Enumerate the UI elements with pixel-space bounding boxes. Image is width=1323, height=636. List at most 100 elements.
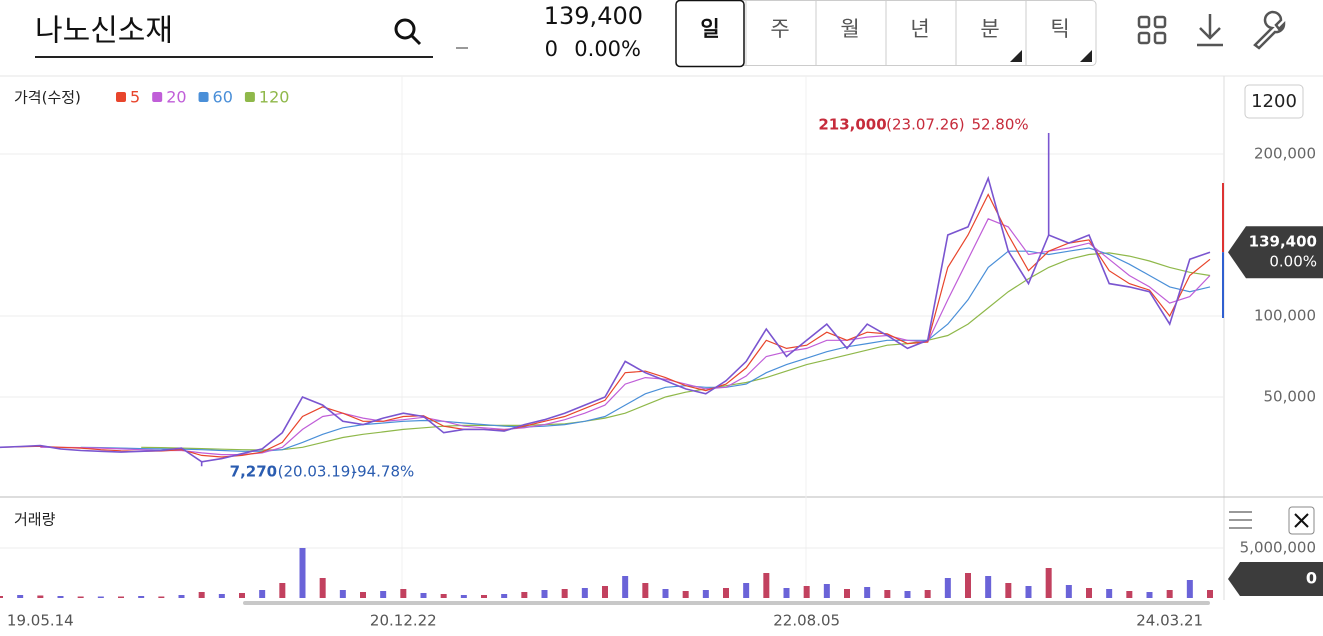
settings-icon[interactable]	[1253, 10, 1286, 50]
period-tab[interactable]: 월	[840, 17, 859, 41]
volume-bar	[1086, 588, 1092, 598]
volume-bar	[501, 594, 508, 598]
change-pct: 0.00%	[574, 37, 641, 61]
volume-bar	[844, 589, 850, 598]
legend-entry: 5	[130, 88, 140, 107]
legend-swatch	[244, 92, 255, 102]
range-button[interactable]	[1244, 84, 1304, 119]
volume-bar	[279, 583, 286, 598]
legend-swatch	[198, 92, 209, 102]
ma-line	[0, 193, 1211, 458]
period-tab[interactable]: 분	[980, 17, 999, 41]
price-tag-value: 139,400	[1249, 233, 1317, 251]
volume-bar	[239, 593, 245, 598]
current-price: 139,400	[544, 2, 643, 30]
volume-bar	[1025, 586, 1032, 598]
volume-tag	[1228, 562, 1323, 596]
volume-bar	[1005, 583, 1012, 598]
volume-bar	[944, 578, 951, 598]
max-date: (23.07.26)	[886, 116, 965, 134]
legend-entry: 60	[213, 88, 233, 107]
y-tick-label: 200,000	[1254, 145, 1316, 163]
volume-bar	[561, 589, 568, 598]
min-label: 7,270	[230, 463, 277, 481]
tab-corner	[1010, 50, 1022, 62]
search-icon[interactable]	[394, 18, 422, 46]
volume-bar	[460, 595, 467, 598]
volume-bar	[77, 596, 84, 598]
range-button-label[interactable]: 1200	[1251, 91, 1297, 112]
volume-bar	[339, 590, 346, 598]
volume-bar	[218, 594, 225, 598]
volume-bar	[1065, 585, 1072, 598]
volume-bar	[602, 586, 608, 598]
x-tick-label: 19.05.14	[7, 612, 74, 630]
grid-icon[interactable]	[1137, 15, 1167, 45]
volume-bar	[420, 593, 427, 598]
period-tab[interactable]: 틱	[1050, 17, 1069, 41]
ma-line	[141, 252, 1211, 451]
period-tab[interactable]: 일	[700, 17, 719, 41]
volume-bar	[400, 589, 407, 598]
download-icon[interactable]	[1197, 14, 1223, 47]
x-tick-label: 20.12.22	[370, 612, 437, 630]
x-tick-label: 22.08.05	[773, 612, 840, 630]
price-tag-pct: 0.00%	[1269, 253, 1317, 271]
volume-bar	[884, 590, 891, 598]
volume-bar	[0, 596, 3, 598]
min-date: (20.03.19)	[278, 463, 357, 481]
volume-bar	[57, 596, 64, 598]
volume-bar	[360, 592, 366, 598]
volume-bar	[541, 590, 548, 598]
volume-bar	[723, 588, 729, 598]
volume-bar	[319, 578, 326, 598]
max-label: 213,000	[818, 116, 886, 134]
volume-tag-value: 0	[1306, 569, 1317, 588]
volume-bar	[702, 590, 709, 598]
volume-bar	[440, 594, 447, 598]
volume-bar	[37, 595, 44, 598]
volume-bar	[622, 576, 629, 598]
close-icon[interactable]	[1294, 513, 1309, 528]
volume-bar	[783, 588, 790, 598]
volume-bar	[198, 592, 205, 598]
scrollbar[interactable]	[243, 601, 1210, 605]
volume-bar	[743, 583, 750, 598]
volume-bar	[904, 591, 911, 598]
y-tick-label: 5,000,000	[1240, 539, 1316, 557]
menu-icon[interactable]	[1229, 511, 1252, 529]
volume-bar	[1126, 591, 1133, 598]
price-label: 가격(수정)	[14, 89, 81, 107]
volume-bar	[662, 589, 669, 598]
volume-bar	[118, 596, 124, 598]
volume-bar	[1045, 568, 1052, 598]
max-pct: 52.80%	[971, 116, 1028, 134]
price-line	[0, 175, 1211, 463]
volume-bar	[823, 584, 830, 598]
tab-corner	[1080, 50, 1092, 62]
volume-bar	[864, 587, 871, 598]
volume-bar	[97, 596, 104, 598]
volume-bar	[1186, 580, 1193, 598]
change: 0	[545, 37, 558, 61]
volume-bar	[178, 595, 185, 598]
stock-name[interactable]: 나노신소재	[35, 14, 173, 49]
volume-label: 거래량	[14, 511, 56, 529]
volume-bar	[924, 590, 931, 598]
period-tab[interactable]: 주	[770, 17, 789, 41]
min-pct: -94.78%	[352, 463, 415, 481]
volume-bar	[1207, 590, 1213, 598]
y-tick-label: 50,000	[1264, 388, 1317, 406]
volume-bar	[803, 586, 810, 598]
volume-bar	[985, 576, 992, 598]
period-tab[interactable]: 년	[910, 17, 929, 41]
volume-bar	[158, 596, 165, 598]
ma-line	[40, 218, 1211, 456]
price-tag	[1228, 226, 1323, 279]
volume-bar	[481, 595, 487, 598]
tab-selected[interactable]	[675, 0, 745, 68]
volume-bar	[1106, 589, 1113, 598]
volume-bar	[259, 590, 266, 598]
